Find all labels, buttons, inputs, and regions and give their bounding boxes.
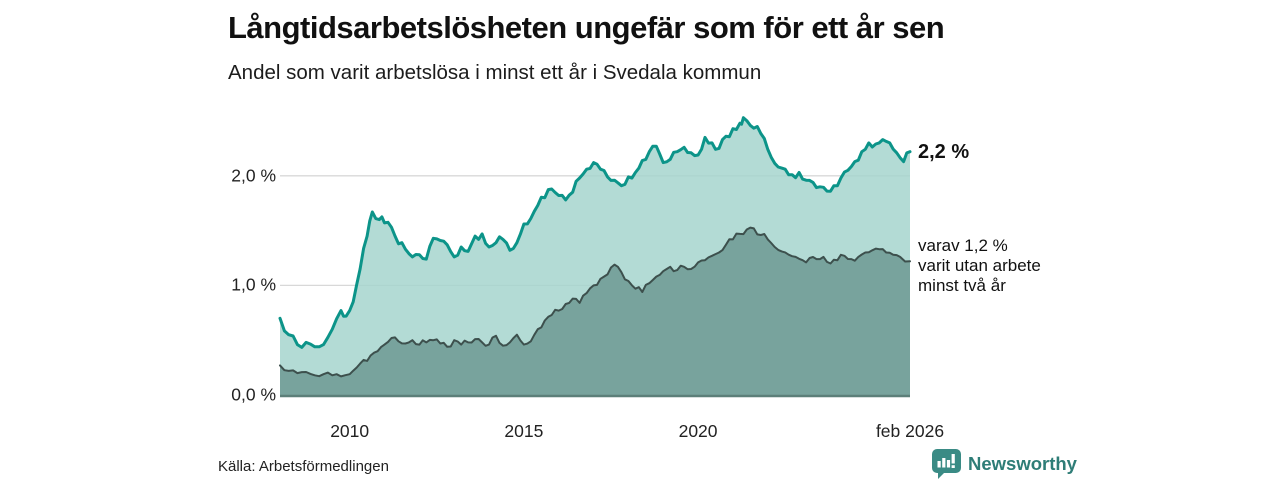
latest-value-label: 2,2 % — [918, 141, 970, 163]
brand-name: Newsworthy — [968, 453, 1077, 474]
source-credit: Källa: Arbetsförmedlingen — [218, 458, 389, 475]
secondary-value-line: minst två år — [918, 276, 1006, 295]
secondary-value-label: varav 1,2 % varit utan arbete minst två … — [918, 236, 1041, 296]
series-line-1 — [279, 226, 911, 378]
branding: Newsworthy — [932, 449, 1077, 479]
secondary-value-line: varit utan arbete — [918, 256, 1041, 275]
secondary-value-line: varav 1,2 % — [918, 236, 1008, 255]
series-line-0 — [278, 116, 912, 349]
chart-title: Långtidsarbetslösheten ungefär som för e… — [228, 10, 945, 45]
newsworthy-logo-icon — [932, 449, 961, 479]
chart-subtitle: Andel som varit arbetslösa i minst ett å… — [228, 61, 762, 84]
series-area-1 — [280, 227, 910, 395]
